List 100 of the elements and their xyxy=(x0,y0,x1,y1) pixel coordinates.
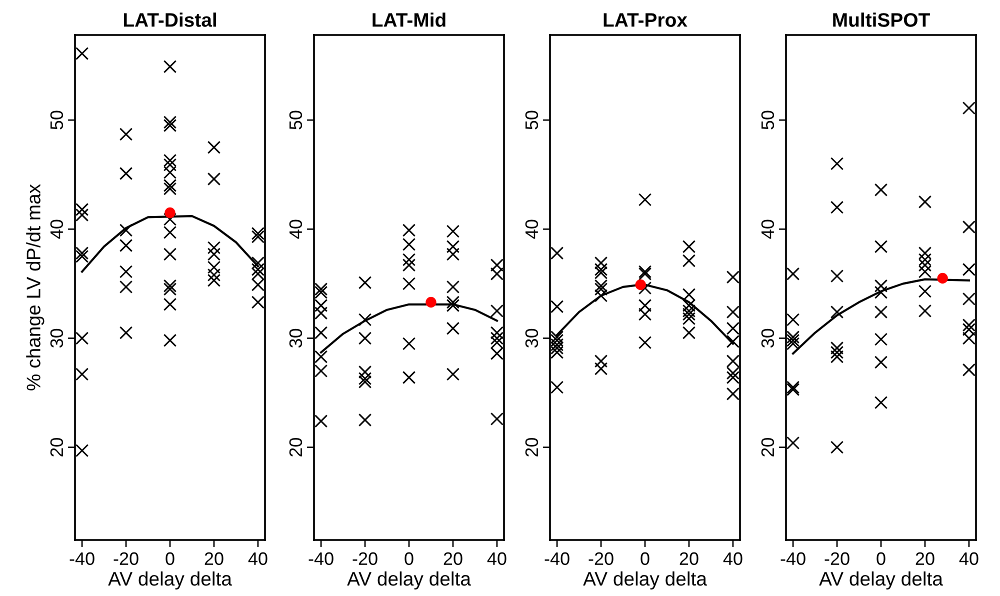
point xyxy=(119,238,133,252)
point xyxy=(314,350,328,364)
point xyxy=(163,212,177,226)
point xyxy=(786,380,800,394)
point xyxy=(314,298,328,312)
point xyxy=(962,318,976,332)
y-tick-label: 40 xyxy=(761,220,774,239)
point xyxy=(490,258,504,272)
point xyxy=(490,326,504,340)
point xyxy=(446,368,460,381)
point xyxy=(594,256,608,270)
point xyxy=(402,224,416,237)
point xyxy=(594,279,608,292)
point xyxy=(490,304,504,318)
x-tick-label: 20 xyxy=(916,552,934,566)
chart-title: LAT-Mid xyxy=(372,12,446,27)
point xyxy=(251,226,265,240)
point xyxy=(726,305,740,319)
point xyxy=(874,286,888,299)
point xyxy=(446,280,460,294)
point xyxy=(874,240,888,254)
point xyxy=(163,166,177,180)
x-tick-label: 0 xyxy=(640,552,650,566)
point xyxy=(75,46,89,60)
y-tick-label: 40 xyxy=(525,220,538,239)
point xyxy=(830,269,844,283)
point xyxy=(207,140,221,154)
point xyxy=(446,298,460,312)
point xyxy=(446,322,460,335)
x-tick-label: -40 xyxy=(308,552,334,566)
y-tick-label: 20 xyxy=(50,438,64,456)
point xyxy=(207,260,221,274)
point xyxy=(726,370,740,384)
point xyxy=(251,296,265,309)
point xyxy=(163,154,177,168)
x-tick-label: 40 xyxy=(487,552,506,566)
point xyxy=(75,444,89,458)
point xyxy=(550,246,564,260)
x-tick-label: 20 xyxy=(444,552,462,566)
point xyxy=(358,276,372,290)
point xyxy=(726,334,740,348)
point xyxy=(446,240,460,254)
point xyxy=(163,298,177,311)
y-tick-label: 20 xyxy=(525,438,538,456)
point xyxy=(830,341,844,355)
point xyxy=(314,286,328,299)
point xyxy=(119,265,133,278)
x-tick-label: 20 xyxy=(204,552,224,566)
point xyxy=(726,366,740,380)
y-tick-label: 50 xyxy=(525,110,538,130)
point xyxy=(75,250,89,263)
point xyxy=(962,102,976,115)
y-tick-label: 20 xyxy=(761,438,774,456)
point xyxy=(163,279,177,292)
x-axis-title: AV delay delta xyxy=(819,571,943,590)
chart-title: MultiSPOT xyxy=(833,12,930,27)
point xyxy=(638,298,652,312)
point xyxy=(962,292,976,306)
point xyxy=(726,354,740,368)
point xyxy=(402,253,416,266)
y-tick-label: 30 xyxy=(289,328,302,348)
y-tick-label: 40 xyxy=(50,220,64,239)
point xyxy=(962,220,976,234)
point xyxy=(402,238,416,251)
point xyxy=(402,370,416,384)
point xyxy=(358,413,372,427)
point xyxy=(962,332,976,345)
point xyxy=(550,346,564,359)
point xyxy=(119,326,133,340)
point xyxy=(786,267,800,280)
point xyxy=(163,182,177,196)
point xyxy=(207,172,221,186)
point xyxy=(594,289,608,302)
point xyxy=(207,248,221,261)
point xyxy=(402,277,416,290)
point xyxy=(874,356,888,369)
point xyxy=(490,336,504,350)
x-tick-label: -40 xyxy=(544,552,570,566)
y-tick-label: 40 xyxy=(289,220,302,239)
point xyxy=(314,364,328,378)
y-tick-label: 50 xyxy=(50,110,64,130)
x-tick-label: -20 xyxy=(352,552,378,566)
point xyxy=(163,334,177,347)
x-axis-title: AV delay delta xyxy=(347,571,471,590)
x-tick-label: 40 xyxy=(723,552,742,566)
point xyxy=(426,296,436,308)
point xyxy=(550,334,564,347)
point xyxy=(358,375,372,388)
point xyxy=(726,322,740,335)
point xyxy=(402,258,416,272)
point xyxy=(830,305,844,319)
x-tick-label: 0 xyxy=(404,552,414,566)
point xyxy=(786,334,800,347)
point xyxy=(726,270,740,284)
point xyxy=(682,308,696,321)
chart-title: LAT-Prox xyxy=(604,13,688,27)
x-tick-label: -40 xyxy=(780,552,806,566)
x-tick-label: -20 xyxy=(824,552,850,566)
point xyxy=(682,304,696,318)
point xyxy=(490,267,504,280)
